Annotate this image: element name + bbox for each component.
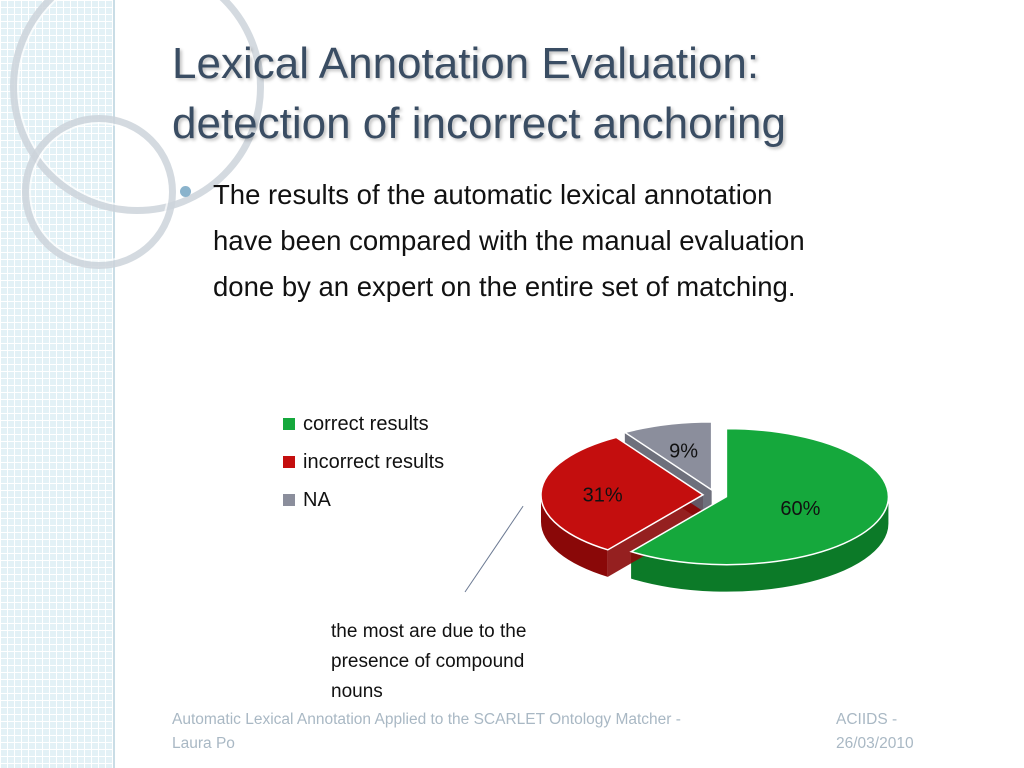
- pie-slice-wall-0: [631, 496, 889, 592]
- bullet-point: The results of the automatic lexical ann…: [180, 172, 980, 310]
- decorative-ring-small: [22, 115, 176, 269]
- legend-label-0: correct results: [303, 413, 429, 435]
- data-label-2: 9%: [669, 440, 698, 462]
- footer-conference-date: ACIIDS - 26/03/2010: [836, 708, 956, 756]
- annotation-line-2: presence of compound: [331, 651, 525, 672]
- slide-title-line-2: detection of incorrect anchoring: [172, 99, 786, 148]
- bullet-text: The results of the automatic lexical ann…: [213, 172, 980, 310]
- annotation-line-3: nouns: [331, 681, 383, 702]
- pie-slice-wall-1: [541, 494, 608, 577]
- pie-chart: 60% 31% 9% correct results incorrect results…: [283, 413, 890, 593]
- legend-swatch-0: [283, 418, 295, 430]
- legend-swatch-2: [283, 494, 295, 506]
- pie-slice-correct-results: [629, 427, 890, 566]
- bullet-line-3: done by an expert on the entire set of m…: [213, 271, 796, 302]
- pie-slice-na: [623, 421, 713, 492]
- slide-title-line-1: Lexical Annotation Evaluation:: [172, 39, 760, 88]
- slide-title: Lexical Annotation Evaluation: detection…: [172, 34, 992, 154]
- footer-left-line-2: Laura Po: [172, 735, 235, 752]
- bullet-line-1: The results of the automatic lexical ann…: [213, 179, 773, 210]
- annotation-line-1: the most are due to the: [331, 621, 527, 642]
- footer-left-line-1: Automatic Lexical Annotation Applied to …: [172, 711, 681, 728]
- pie-slice-face-1-0: [607, 494, 704, 577]
- annotation-leader-line: [464, 505, 524, 593]
- footer-presentation-title: Automatic Lexical Annotation Applied to …: [172, 708, 802, 756]
- data-label-0: 60%: [780, 498, 820, 520]
- footer-right-line-1: ACIIDS -: [836, 711, 898, 728]
- legend-label-2: NA: [303, 489, 331, 511]
- data-label-1: 31%: [583, 485, 623, 507]
- footer-right-line-2: 26/03/2010: [836, 735, 914, 752]
- bullet-icon: [180, 186, 191, 197]
- bullet-line-2: have been compared with the manual evalu…: [213, 225, 805, 256]
- pie-slice-incorrect-results: [540, 436, 705, 551]
- legend-label-1: incorrect results: [303, 451, 444, 473]
- legend-swatch-1: [283, 456, 295, 468]
- annotation-note: the most are due to the presence of comp…: [331, 617, 601, 707]
